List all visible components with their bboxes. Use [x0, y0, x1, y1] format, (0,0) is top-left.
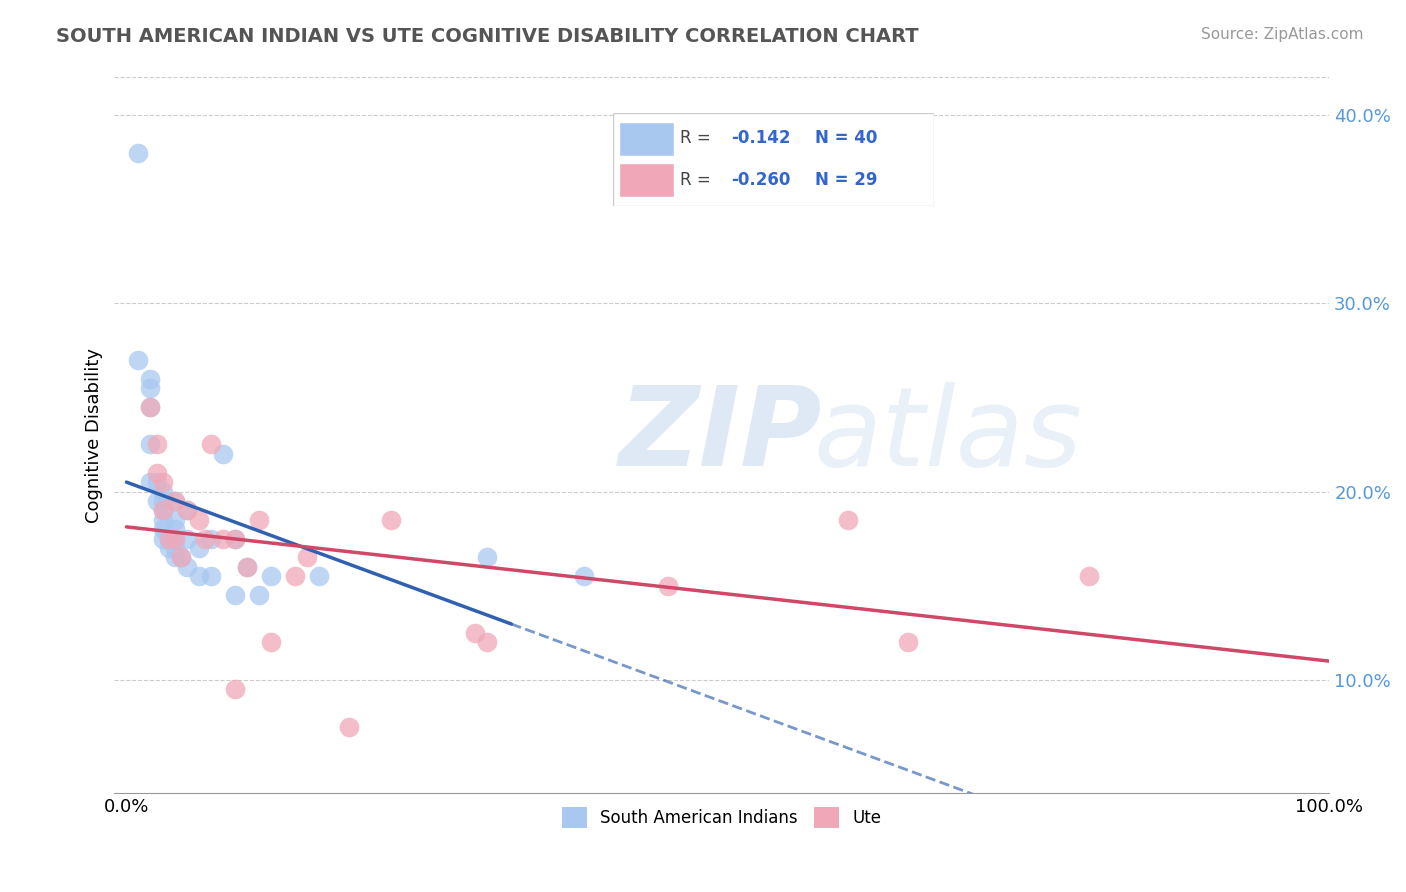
Point: [295, 550, 318, 565]
Point: [145, 466, 167, 480]
Point: [224, 588, 246, 602]
Text: Source: ZipAtlas.com: Source: ZipAtlas.com: [1201, 27, 1364, 42]
Point: [235, 559, 257, 574]
Point: [176, 503, 198, 517]
Point: [139, 437, 162, 451]
Point: [152, 532, 174, 546]
Point: [163, 494, 186, 508]
Point: [284, 569, 307, 583]
Point: [380, 513, 402, 527]
Point: [145, 475, 167, 489]
Point: [152, 522, 174, 536]
Point: [200, 569, 222, 583]
Point: [163, 532, 186, 546]
Point: [224, 682, 246, 697]
Point: [139, 381, 162, 395]
Point: [187, 513, 209, 527]
Point: [152, 484, 174, 499]
Point: [837, 513, 859, 527]
Point: [308, 569, 330, 583]
Point: [464, 625, 486, 640]
Point: [152, 475, 174, 489]
Point: [211, 532, 233, 546]
Point: [139, 400, 162, 414]
Point: [200, 532, 222, 546]
Point: [200, 437, 222, 451]
Point: [157, 541, 180, 555]
Point: [260, 569, 283, 583]
Point: [1077, 569, 1099, 583]
Point: [127, 145, 149, 160]
Legend: South American Indians, Ute: South American Indians, Ute: [555, 801, 889, 834]
Point: [247, 513, 270, 527]
Point: [145, 494, 167, 508]
Point: [145, 437, 167, 451]
Point: [163, 494, 186, 508]
Point: [247, 588, 270, 602]
Point: [211, 447, 233, 461]
Point: [187, 569, 209, 583]
Text: atlas: atlas: [813, 382, 1081, 489]
Point: [152, 494, 174, 508]
Point: [169, 550, 191, 565]
Point: [163, 522, 186, 536]
Point: [163, 541, 186, 555]
Point: [152, 513, 174, 527]
Point: [477, 635, 499, 649]
Point: [152, 503, 174, 517]
Point: [127, 352, 149, 367]
Point: [157, 532, 180, 546]
Point: [139, 475, 162, 489]
Point: [657, 579, 679, 593]
Point: [187, 541, 209, 555]
Point: [224, 532, 246, 546]
Point: [572, 569, 595, 583]
Point: [169, 550, 191, 565]
Y-axis label: Cognitive Disability: Cognitive Disability: [86, 348, 103, 523]
Point: [176, 503, 198, 517]
Point: [157, 532, 180, 546]
Text: ZIP: ZIP: [619, 382, 823, 489]
Point: [163, 532, 186, 546]
Point: [477, 550, 499, 565]
Point: [337, 720, 360, 734]
Point: [224, 532, 246, 546]
Point: [163, 513, 186, 527]
Point: [139, 400, 162, 414]
Point: [139, 371, 162, 385]
Text: SOUTH AMERICAN INDIAN VS UTE COGNITIVE DISABILITY CORRELATION CHART: SOUTH AMERICAN INDIAN VS UTE COGNITIVE D…: [56, 27, 920, 45]
Point: [194, 532, 217, 546]
Point: [260, 635, 283, 649]
Point: [176, 559, 198, 574]
Point: [176, 532, 198, 546]
Point: [897, 635, 920, 649]
Point: [152, 503, 174, 517]
Point: [163, 550, 186, 565]
Point: [235, 559, 257, 574]
